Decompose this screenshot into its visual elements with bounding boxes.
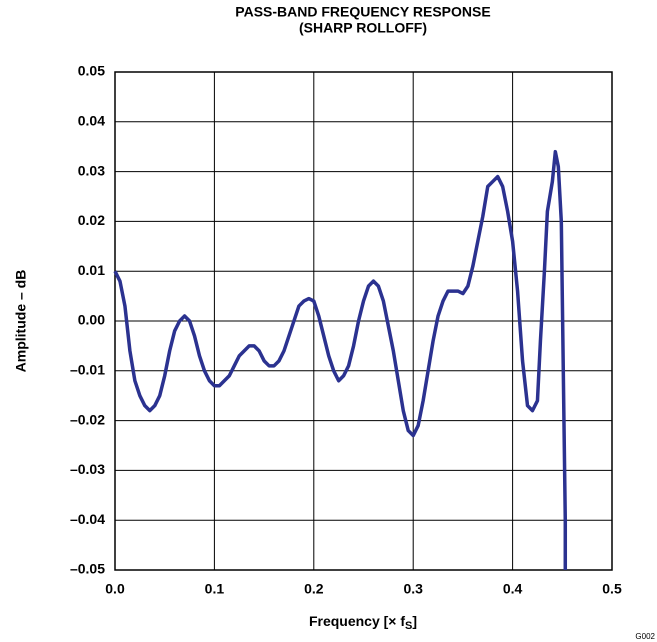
x-axis-label: Frequency [× fS] <box>309 613 417 632</box>
x-axis-label-end: ] <box>412 613 417 629</box>
y-tick-label: –0.03 <box>70 461 105 477</box>
y-tick-label: –0.01 <box>70 362 105 378</box>
x-tick-label: 0.3 <box>403 581 423 597</box>
y-tick-label: –0.02 <box>70 411 105 427</box>
y-tick-label: 0.04 <box>78 113 105 129</box>
x-axis-label-main: Frequency [× f <box>309 613 405 629</box>
x-tick-label: 0.4 <box>503 581 523 597</box>
chart-title: PASS-BAND FREQUENCY RESPONSE <box>235 4 490 20</box>
y-tick-label: –0.04 <box>70 511 105 527</box>
y-tick-label: 0.03 <box>78 162 105 178</box>
y-tick-label: 0.01 <box>78 262 105 278</box>
y-tick-label: 0.05 <box>78 63 105 79</box>
x-tick-label: 0.1 <box>205 581 225 597</box>
y-axis-label: Amplitude – dB <box>13 270 29 373</box>
x-tick-label: 0.0 <box>105 581 125 597</box>
y-tick-label: 0.00 <box>78 312 105 328</box>
x-tick-label: 0.5 <box>602 581 622 597</box>
x-tick-label: 0.2 <box>304 581 324 597</box>
chart-subtitle: (SHARP ROLLOFF) <box>299 20 427 36</box>
figure-id: G002 <box>635 632 655 641</box>
y-tick-label: 0.02 <box>78 212 105 228</box>
y-tick-label: –0.05 <box>70 561 105 577</box>
x-axis-label-subscript: S <box>405 620 412 632</box>
data-line <box>113 149 568 570</box>
